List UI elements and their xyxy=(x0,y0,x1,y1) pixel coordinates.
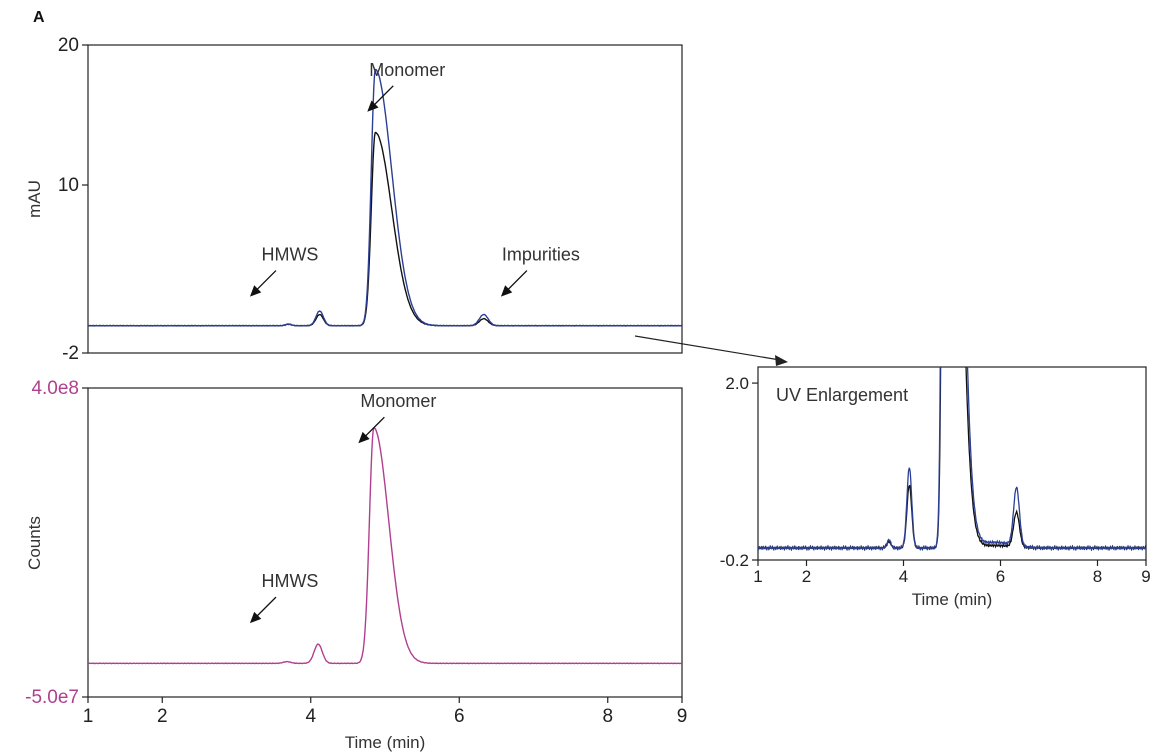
ms-y-axis: 4.0e8 -5.0e7 xyxy=(25,378,88,708)
ms-plot-frame xyxy=(87,387,683,698)
zoom-x-tick-label: 6 xyxy=(996,567,1005,586)
uv-annotation-label: Impurities xyxy=(502,245,580,265)
uv-annotation-arrowhead xyxy=(249,285,262,297)
uv-annotation-arrowhead xyxy=(367,100,379,112)
uv-series-group xyxy=(88,68,682,327)
ms-annotations: Monomer HMWS xyxy=(249,391,436,624)
ms-annotation-label: HMWS xyxy=(261,571,318,591)
ms-y-tick-label: 4.0e8 xyxy=(31,378,79,399)
zoom-x-tick-label: 2 xyxy=(802,567,811,586)
zoom-y-axis: 2.0 -0.2 xyxy=(720,374,758,570)
uv-annotation-arrow xyxy=(372,85,394,107)
ms-y-tick-label: -5.0e7 xyxy=(25,687,79,708)
uv-annotation-label: Monomer xyxy=(369,60,445,80)
ms-x-tick-label: 1 xyxy=(83,706,94,727)
ms-series-magenta-line xyxy=(88,427,682,665)
ms-panel: 4.0e8 -5.0e7 1 2 4 6 8 9 Counts Time (min) Mon… xyxy=(25,378,687,752)
ms-x-axis-label: Time (min) xyxy=(345,733,426,752)
ms-x-axis: 1 2 4 6 8 9 xyxy=(83,697,688,727)
zoom-x-tick-label: 8 xyxy=(1093,567,1102,586)
ms-x-tick-label: 4 xyxy=(305,706,316,727)
uv-y-tick-label: -2 xyxy=(62,343,79,364)
zoom-y-tick-label: 2.0 xyxy=(725,374,749,393)
uv-y-axis-label: mAU xyxy=(25,180,44,218)
zoom-x-tick-label: 1 xyxy=(753,567,762,586)
ms-x-tick-label: 9 xyxy=(677,706,688,727)
uv-y-tick-label: 20 xyxy=(58,35,79,56)
uv-annotation-arrow xyxy=(255,270,277,292)
panel-label: A xyxy=(33,9,45,26)
zoom-plot-frame xyxy=(757,366,1147,561)
uv-annotations: Monomer HMWS Impurities xyxy=(249,60,580,297)
uv-series-blue-line xyxy=(88,68,682,327)
uv-enlargement-panel: 2.0 -0.2 1 2 4 6 8 9 Time (min) UV Enlargement xyxy=(720,366,1151,609)
zoom-x-axis: 1 2 4 6 8 9 xyxy=(753,560,1151,586)
zoom-series-group xyxy=(758,367,1146,552)
zoom-x-axis-label: Time (min) xyxy=(912,590,993,609)
ms-annotation-label: Monomer xyxy=(360,391,436,411)
ms-x-tick-label: 8 xyxy=(602,706,613,727)
zoom-series-blue-line xyxy=(758,367,1146,552)
ms-series-group xyxy=(88,427,682,665)
uv-panel: 20 10 -2 mAU Monomer HMWS Impurities xyxy=(25,35,683,364)
ms-x-tick-label: 2 xyxy=(157,706,168,727)
ms-y-axis-label: Counts xyxy=(25,516,44,570)
uv-annotation-label: HMWS xyxy=(261,245,318,265)
zoom-title: UV Enlargement xyxy=(776,385,908,405)
zoom-x-tick-label: 9 xyxy=(1141,567,1150,586)
uv-series-black-line xyxy=(88,131,682,327)
ms-annotation-arrowhead xyxy=(358,431,370,444)
ms-x-tick-label: 6 xyxy=(454,706,465,727)
uv-y-axis: 20 10 -2 xyxy=(58,35,88,364)
uv-annotation-arrowhead xyxy=(500,285,513,297)
enlargement-connector xyxy=(634,335,781,361)
zoom-series-black-line xyxy=(758,367,1146,552)
ms-annotation-arrowhead xyxy=(249,611,262,624)
ms-annotation-arrow xyxy=(363,416,385,438)
uv-annotation-arrow xyxy=(506,270,528,292)
ms-annotation-arrow xyxy=(255,596,277,618)
zoom-y-tick-label: -0.2 xyxy=(720,551,749,570)
uv-y-tick-label: 10 xyxy=(58,175,79,196)
enlargement-connector-arrowhead xyxy=(775,355,788,366)
zoom-x-tick-label: 4 xyxy=(899,567,908,586)
uv-plot-frame xyxy=(87,44,683,354)
zoom-title-background xyxy=(770,378,930,410)
